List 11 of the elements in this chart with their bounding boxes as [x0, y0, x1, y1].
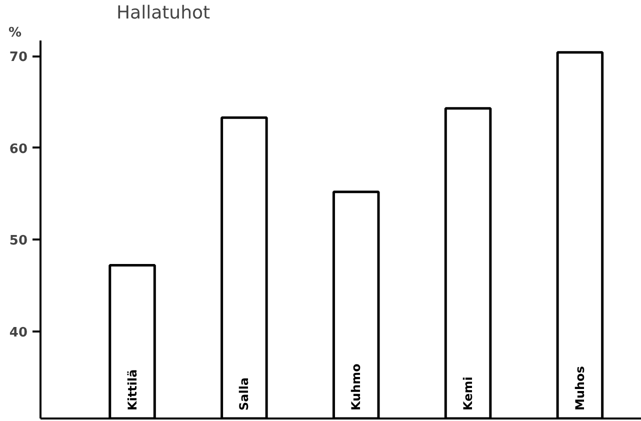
y-tick-label: 70: [9, 50, 28, 66]
x-tick-label: Kemi: [461, 376, 476, 410]
y-tick-label: 40: [9, 325, 28, 340]
chart-title: Hallatuhot: [116, 2, 210, 24]
y-axis-title: %: [8, 26, 22, 40]
x-tick-label: Salla: [237, 377, 252, 410]
y-tick-label: 60: [9, 142, 28, 157]
x-tick-label: Muhos: [572, 366, 587, 410]
x-tick-label: Kuhmo: [349, 364, 364, 410]
x-tick-label: Kittilä: [125, 369, 140, 410]
y-tick-label: 50: [9, 234, 28, 249]
